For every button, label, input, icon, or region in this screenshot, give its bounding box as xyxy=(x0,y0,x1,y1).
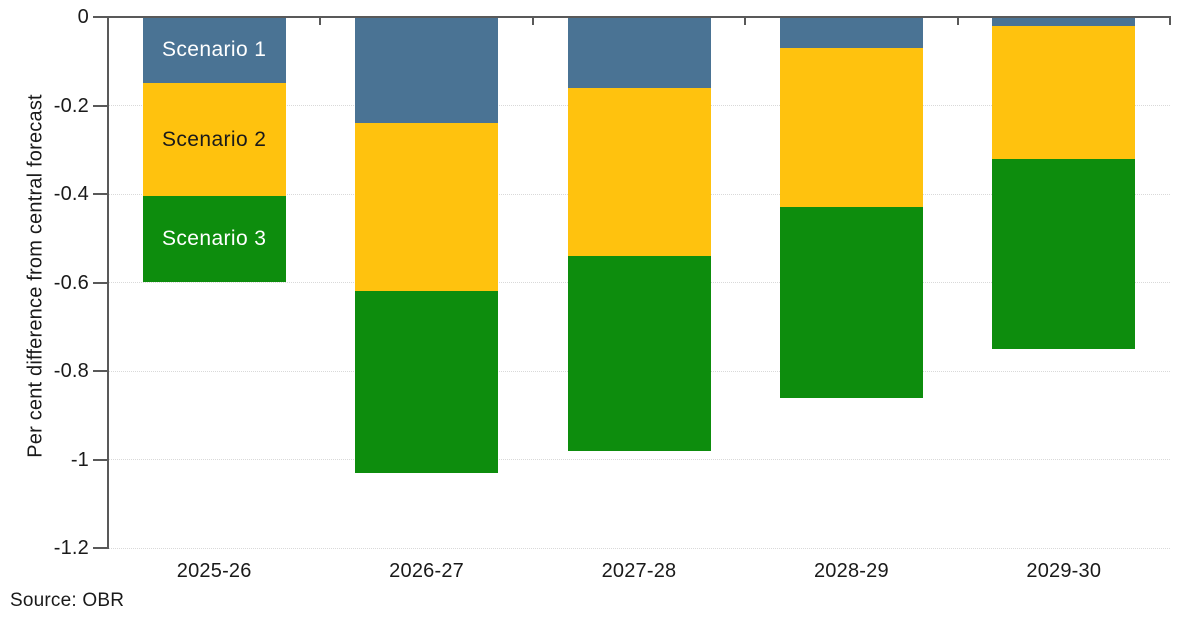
x-axis-line xyxy=(107,16,1171,18)
x-axis-label-2027-28: 2027-28 xyxy=(601,560,677,582)
x-tick xyxy=(531,17,534,25)
y-tick xyxy=(93,370,108,372)
bar-segment-scenario-2-2025-26: Scenario 2 xyxy=(142,83,286,197)
x-tick xyxy=(1169,17,1171,25)
x-tick xyxy=(744,17,747,25)
y-tick xyxy=(93,458,108,461)
bar-segment-scenario-2-2027-28 xyxy=(567,87,711,256)
bar-segment-scenario-1-2029-30 xyxy=(992,17,1136,26)
bar-segment-scenario-3-2029-30 xyxy=(992,158,1136,349)
y-tick-label--0.2: -0.2 xyxy=(53,94,89,117)
x-axis-label-2025-26: 2025-26 xyxy=(176,560,252,582)
legend-label-scenario-3: Scenario 3 xyxy=(161,227,267,251)
bar-segment-scenario-1-2027-28 xyxy=(567,17,711,88)
y-tick-label--1.2: -1.2 xyxy=(53,537,89,559)
bar-segment-scenario-1-2026-27 xyxy=(355,17,499,124)
y-tick xyxy=(93,547,108,549)
y-tick-label--0.4: -0.4 xyxy=(53,183,89,205)
y-tick-label--0.8: -0.8 xyxy=(53,360,89,382)
x-tick xyxy=(319,17,322,25)
bar-segment-scenario-2-2026-27 xyxy=(355,123,499,292)
x-tick xyxy=(956,17,959,25)
bar-segment-scenario-3-2025-26: Scenario 3 xyxy=(142,196,286,283)
x-axis-label-2029-30: 2029-30 xyxy=(1026,560,1102,582)
bar-segment-scenario-3-2028-29 xyxy=(779,207,923,398)
gridline xyxy=(108,459,1170,460)
bar-segment-scenario-1-2028-29 xyxy=(779,17,923,48)
bar-segment-scenario-2-2029-30 xyxy=(992,25,1136,159)
x-axis-label-2026-27: 2026-27 xyxy=(389,560,464,582)
legend-label-scenario-1: Scenario 1 xyxy=(161,38,267,62)
y-tick-label--0.6: -0.6 xyxy=(53,271,89,294)
bar-segment-scenario-3-2026-27 xyxy=(355,291,499,473)
y-tick xyxy=(93,281,108,284)
y-tick xyxy=(93,193,108,195)
bar-segment-scenario-3-2027-28 xyxy=(567,255,711,451)
gridline xyxy=(108,547,1170,549)
y-tick-label--1: -1 xyxy=(70,448,89,471)
x-axis-label-2028-29: 2028-29 xyxy=(813,560,889,582)
y-tick xyxy=(93,16,108,18)
legend-label-scenario-2: Scenario 2 xyxy=(161,127,267,151)
y-tick-label-0: 0 xyxy=(77,6,89,28)
y-axis-line xyxy=(107,16,109,549)
bar-segment-scenario-1-2025-26: Scenario 1 xyxy=(142,17,286,84)
source-note: Source: OBR xyxy=(10,590,125,611)
y-tick xyxy=(93,104,108,107)
bar-segment-scenario-2-2028-29 xyxy=(779,47,923,208)
